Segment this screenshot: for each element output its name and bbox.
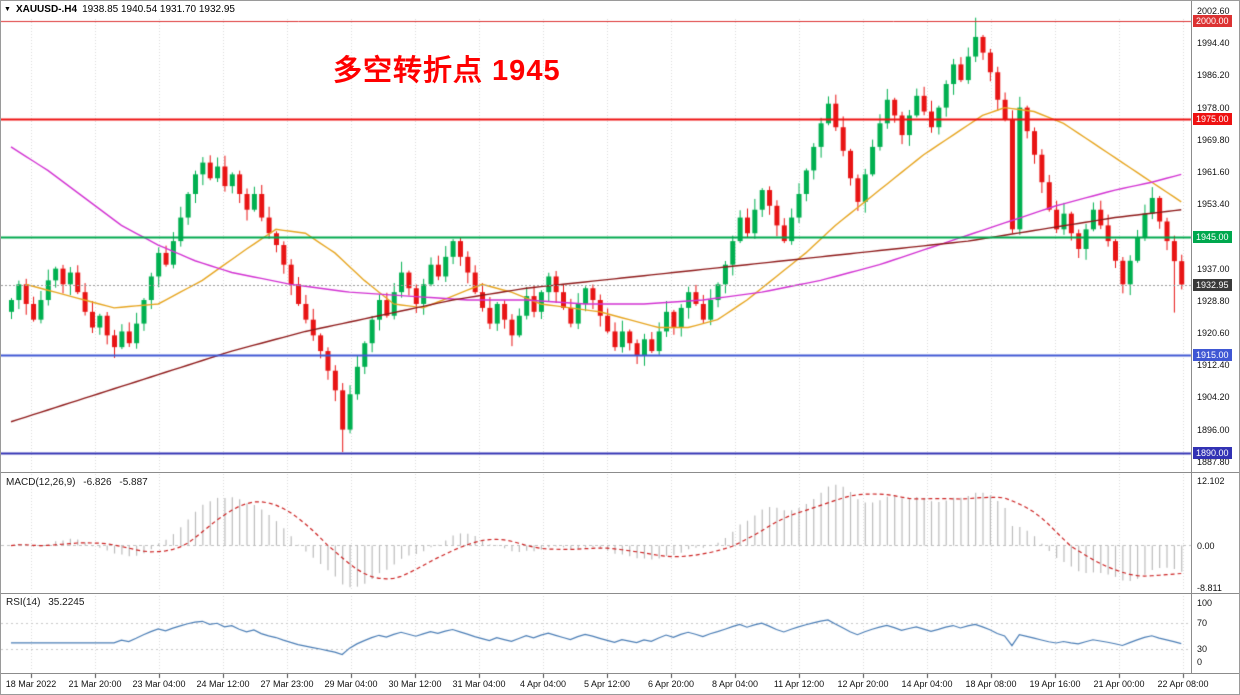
rsi-value: 35.2245: [48, 597, 85, 608]
price-badge-2000.00: 2000.00: [1193, 15, 1232, 28]
time-axis-label: 21 Apr 00:00: [1093, 679, 1145, 689]
time-axis[interactable]: 18 Mar 2022 21 Mar 20:00 23 Mar 04:00 24 Ma…: [1, 674, 1239, 694]
annotation-text[interactable]: 多空转折点 1945: [333, 55, 561, 87]
price-tick-label: 1928.80: [1197, 295, 1230, 306]
time-axis-label: 31 Mar 04:00: [452, 679, 506, 689]
time-axis-label: 18 Mar 2022: [5, 679, 57, 689]
price-badge-1915.00: 1915.00: [1193, 349, 1232, 361]
price-tick-label: 1887.80: [1197, 456, 1230, 467]
price-axis-separator: [1191, 1, 1192, 673]
time-axis-label: 4 Apr 04:00: [519, 679, 567, 689]
rsi-scale-label: 70: [1197, 617, 1208, 628]
macd-scale-label: 0.00: [1197, 540, 1215, 551]
price-tick-label: 1986.20: [1197, 70, 1230, 81]
price-tick-label: 1978.00: [1197, 102, 1230, 113]
current-price-badge: 1932.95: [1193, 278, 1232, 291]
price-badge-1945.00: 1945.00: [1193, 231, 1232, 244]
price-tick-label: 1969.80: [1197, 134, 1230, 145]
ohlc-values: 1938.85 1940.54 1931.70 1932.95: [82, 3, 235, 15]
panel-separator-macd[interactable]: [1, 472, 1239, 473]
rsi-scale-label: 30: [1197, 644, 1208, 655]
time-axis-label: 23 Mar 04:00: [132, 679, 186, 689]
rsi-indicator-label: RSI(14) 35.2245: [6, 597, 89, 608]
time-axis-label: 6 Apr 20:00: [647, 679, 695, 689]
symbol-label: XAUUSD-.H4: [15, 3, 78, 15]
time-axis-label: 12 Apr 20:00: [837, 679, 889, 689]
price-badge-1890.00: 1890.00: [1193, 447, 1232, 460]
macd-main-value: -6.826: [83, 477, 112, 488]
time-axis-label: 5 Apr 12:00: [583, 679, 631, 689]
time-axis-label: 8 Apr 04:00: [711, 679, 759, 689]
time-axis-label: 30 Mar 12:00: [388, 679, 442, 689]
time-axis-label: 11 Apr 12:00: [773, 679, 825, 689]
time-axis-label: 29 Mar 04:00: [324, 679, 378, 689]
time-axis-label: 14 Apr 04:00: [901, 679, 953, 689]
rsi-name: RSI(14): [6, 597, 41, 608]
time-axis-label: 18 Apr 08:00: [965, 679, 1017, 689]
price-tick-label: 1953.40: [1197, 199, 1230, 210]
time-axis-label: 21 Mar 20:00: [68, 679, 122, 689]
price-tick-label: 1904.20: [1197, 392, 1230, 403]
time-axis-label: 27 Mar 23:00: [260, 679, 314, 689]
time-axis-separator: [1, 673, 1239, 674]
price-badge-1975.00: 1975.00: [1193, 113, 1232, 126]
panel-separator-rsi[interactable]: [1, 593, 1239, 594]
macd-indicator-label: MACD(12,26,9) -6.826 -5.887: [6, 477, 153, 488]
price-tick-label: 2002.60: [1197, 6, 1230, 16]
macd-scale-label: 12.102: [1197, 475, 1225, 486]
collapse-icon[interactable]: ▼: [4, 5, 11, 13]
macd-scale-label: -8.811: [1197, 583, 1222, 593]
price-tick-label: 1961.60: [1197, 167, 1230, 177]
price-tick-label: 1994.40: [1197, 38, 1230, 49]
price-axis[interactable]: 2002.60 1994.40 1986.20 1978.00 1969.80 1961.…: [1192, 1, 1239, 673]
price-tick-label: 1912.40: [1197, 360, 1230, 371]
title-bar: ▼ XAUUSD-.H4 1938.85 1940.54 1931.70 193…: [4, 3, 235, 15]
macd-name: MACD(12,26,9): [6, 477, 76, 488]
price-tick-label: 1937.00: [1197, 263, 1230, 274]
macd-signal-value: -5.887: [119, 477, 148, 488]
rsi-scale-label: 0: [1197, 657, 1203, 667]
time-axis-label: 24 Mar 12:00: [196, 679, 250, 689]
rsi-scale-label: 100: [1197, 598, 1213, 608]
price-tick-label: 1920.60: [1197, 328, 1230, 338]
time-axis-label: 22 Apr 08:00: [1157, 679, 1209, 689]
time-axis-label: 19 Apr 16:00: [1029, 679, 1081, 689]
price-tick-label: 1896.00: [1197, 424, 1230, 435]
